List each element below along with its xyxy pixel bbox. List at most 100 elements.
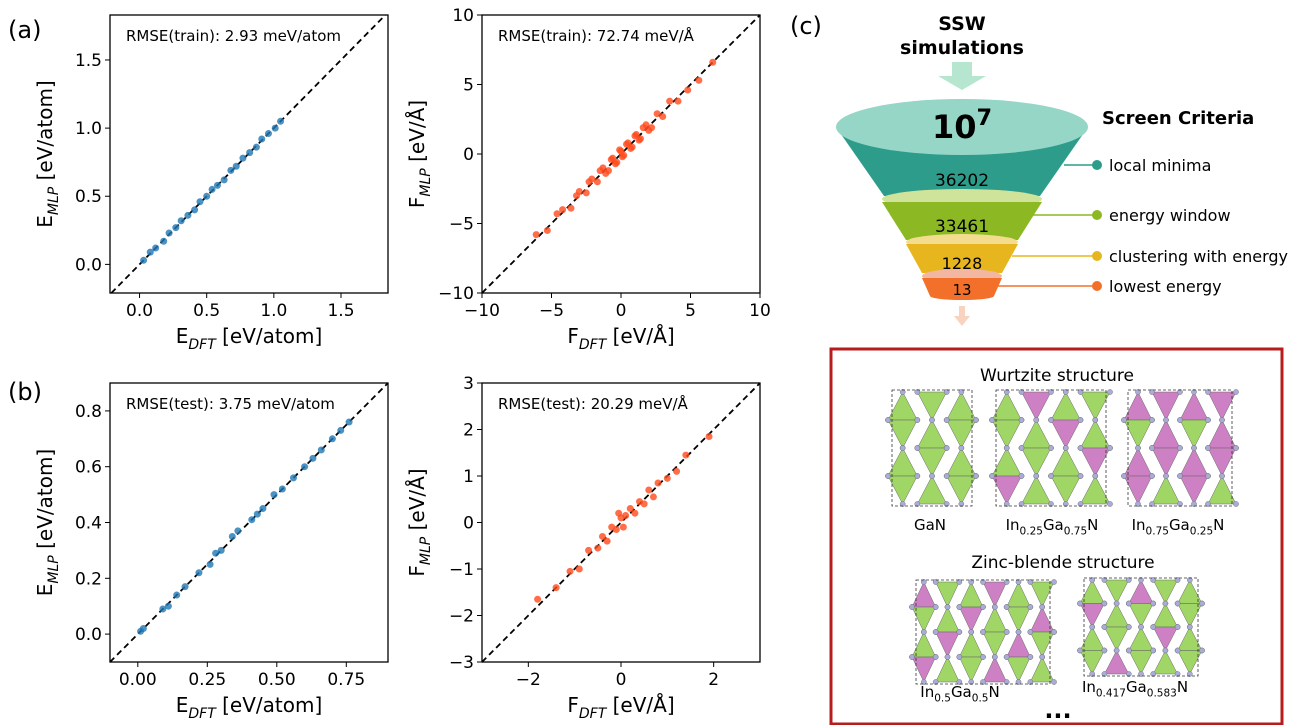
- structure-label-part: 0.75: [1146, 526, 1169, 538]
- point: [253, 144, 260, 151]
- atom: [980, 629, 985, 634]
- level-dot: [1092, 210, 1102, 220]
- point: [160, 238, 167, 245]
- atom: [915, 445, 920, 450]
- point: [664, 475, 671, 482]
- polyhedron: [917, 476, 946, 504]
- y-axis-label-part: F: [405, 565, 429, 577]
- structure-label-part: GaN: [914, 516, 946, 534]
- polyhedron: [1007, 582, 1031, 607]
- y-tick-label: 3: [463, 374, 474, 394]
- source-label: simulations: [900, 37, 1024, 59]
- y-axis-label-part: [eV/Å]: [405, 468, 429, 536]
- atom: [1093, 417, 1098, 422]
- polyhedron: [912, 582, 936, 607]
- atom: [1233, 389, 1238, 394]
- x-tick-label: 0: [616, 301, 627, 321]
- level-count: 1228: [942, 254, 983, 273]
- point: [533, 231, 540, 238]
- atom: [1175, 624, 1180, 629]
- point: [637, 135, 644, 142]
- polyhedron: [917, 448, 946, 476]
- annotation: RMSE(train): 72.74 meV/Å: [498, 26, 695, 45]
- atom: [1175, 601, 1180, 606]
- atom: [1199, 601, 1204, 606]
- polyhedron: [912, 607, 936, 632]
- atom: [1151, 624, 1156, 629]
- point: [254, 511, 261, 518]
- polyhedron: [959, 632, 983, 657]
- atom: [1121, 417, 1126, 422]
- x-axis-label-part: F: [567, 693, 579, 717]
- point: [648, 124, 655, 131]
- atom: [1078, 473, 1083, 478]
- atom: [1219, 417, 1224, 422]
- polyhedron: [912, 632, 936, 657]
- point: [583, 189, 590, 196]
- atom: [1048, 473, 1053, 478]
- atom: [1004, 445, 1009, 450]
- x-axis-label-part: DFT: [188, 337, 217, 353]
- level-label: lowest energy: [1109, 277, 1222, 296]
- atom: [1151, 648, 1156, 653]
- atom: [1163, 648, 1168, 653]
- structure-label-part: 0.25: [1020, 526, 1043, 538]
- point: [544, 227, 551, 234]
- atom: [1077, 601, 1082, 606]
- point: [258, 136, 265, 143]
- polyhedron: [1104, 651, 1128, 675]
- point: [309, 455, 316, 462]
- atom: [1219, 473, 1224, 478]
- atom: [1149, 417, 1154, 422]
- level-count: 33461: [935, 217, 989, 237]
- point: [622, 512, 629, 519]
- atom: [921, 629, 926, 634]
- level-count: 36202: [935, 171, 989, 191]
- atom: [1205, 417, 1210, 422]
- atom: [945, 604, 950, 609]
- y-axis-label-part: E: [33, 215, 57, 228]
- polyhedron: [917, 420, 946, 448]
- level-label: local minima: [1109, 156, 1211, 175]
- x-tick-label: 0.0: [126, 301, 153, 321]
- atom: [944, 445, 949, 450]
- y-tick-label: 10: [452, 6, 474, 26]
- atom: [1233, 445, 1238, 450]
- structure-label: In0.5Ga0.5N: [920, 683, 999, 705]
- y-axis-label-part: MLP: [418, 168, 434, 197]
- polyhedron: [1022, 476, 1052, 504]
- y-tick-label: 0.5: [75, 187, 102, 207]
- atom: [1107, 389, 1112, 394]
- structure-label: GaN: [914, 516, 946, 534]
- x-axis-label: FDFT [eV/Å]: [567, 693, 674, 722]
- atom: [944, 417, 949, 422]
- x-axis-label: EDFT [eV/atom]: [176, 693, 323, 722]
- x-axis-label-part: DFT: [579, 337, 608, 353]
- point: [166, 230, 173, 237]
- polyhedron: [1051, 420, 1081, 448]
- polyhedron: [1051, 392, 1081, 420]
- polyhedron: [1030, 632, 1054, 657]
- structure-label: In0.75Ga0.25N: [1132, 516, 1225, 538]
- point: [279, 486, 286, 493]
- atom: [1019, 445, 1024, 450]
- point: [567, 568, 574, 575]
- point: [195, 569, 202, 576]
- atom: [973, 473, 978, 478]
- atom: [989, 417, 994, 422]
- point: [620, 524, 627, 531]
- atom: [929, 417, 934, 422]
- polyhedron: [1153, 604, 1177, 628]
- structure-label-part: In: [1082, 678, 1096, 696]
- point: [631, 510, 638, 517]
- atom: [1040, 654, 1045, 659]
- structure-label: In0.25Ga0.75N: [1006, 516, 1099, 538]
- arrow: [954, 306, 970, 326]
- point: [318, 446, 325, 453]
- point: [165, 603, 172, 610]
- structure-label-part: 0.583: [1147, 688, 1177, 700]
- y-axis-label-part: F: [405, 197, 429, 209]
- structure-label-part: Ga: [1126, 678, 1147, 696]
- atom: [1090, 624, 1095, 629]
- atom: [957, 629, 962, 634]
